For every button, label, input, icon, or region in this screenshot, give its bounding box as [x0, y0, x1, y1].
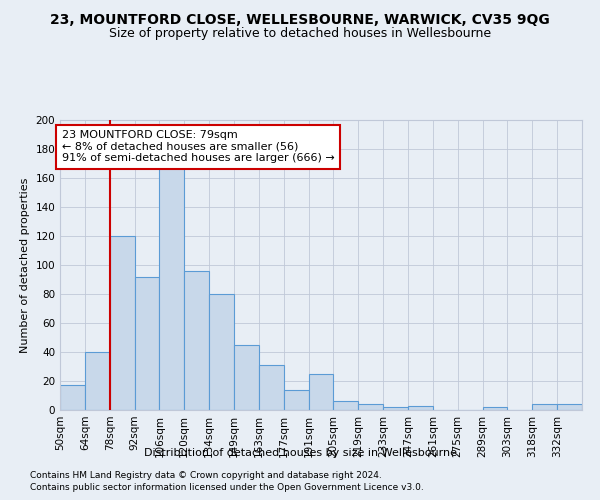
- Bar: [408, 406, 433, 410]
- Bar: [557, 404, 582, 410]
- Bar: [134, 276, 160, 410]
- Bar: [184, 271, 209, 410]
- Bar: [358, 404, 383, 410]
- Bar: [60, 386, 85, 410]
- Bar: [482, 407, 508, 410]
- Bar: [209, 294, 234, 410]
- Text: 23 MOUNTFORD CLOSE: 79sqm
← 8% of detached houses are smaller (56)
91% of semi-d: 23 MOUNTFORD CLOSE: 79sqm ← 8% of detach…: [62, 130, 335, 164]
- Bar: [160, 164, 184, 410]
- Bar: [532, 404, 557, 410]
- Text: Size of property relative to detached houses in Wellesbourne: Size of property relative to detached ho…: [109, 28, 491, 40]
- Bar: [110, 236, 134, 410]
- Bar: [234, 345, 259, 410]
- Text: 23, MOUNTFORD CLOSE, WELLESBOURNE, WARWICK, CV35 9QG: 23, MOUNTFORD CLOSE, WELLESBOURNE, WARWI…: [50, 12, 550, 26]
- Text: Contains public sector information licensed under the Open Government Licence v3: Contains public sector information licen…: [30, 483, 424, 492]
- Bar: [334, 402, 358, 410]
- Text: Contains HM Land Registry data © Crown copyright and database right 2024.: Contains HM Land Registry data © Crown c…: [30, 470, 382, 480]
- Bar: [259, 365, 284, 410]
- Text: Distribution of detached houses by size in Wellesbourne: Distribution of detached houses by size …: [143, 448, 457, 458]
- Bar: [383, 407, 408, 410]
- Bar: [85, 352, 110, 410]
- Bar: [308, 374, 334, 410]
- Y-axis label: Number of detached properties: Number of detached properties: [20, 178, 30, 352]
- Bar: [284, 390, 308, 410]
